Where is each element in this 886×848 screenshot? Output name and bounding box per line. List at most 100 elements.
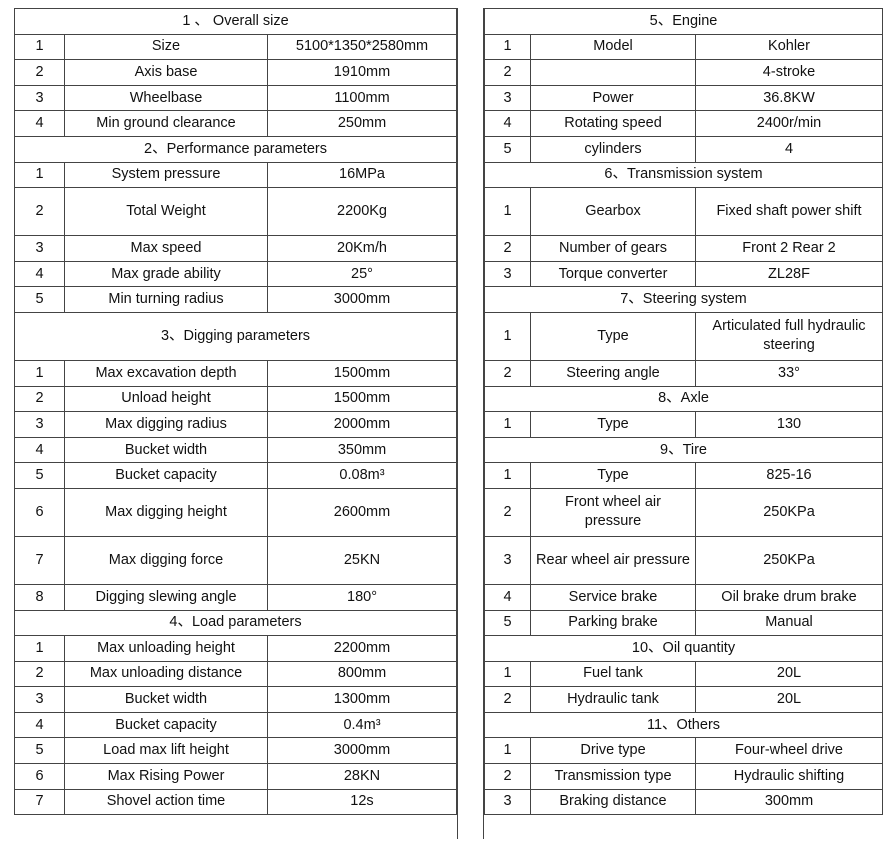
row-number: 1 (14, 161, 65, 189)
parameter-name: Wheelbase (64, 84, 268, 112)
parameter-value: 2200mm (267, 635, 457, 662)
parameter-name: Rear wheel air pressure (530, 535, 696, 585)
row-number: 2 (484, 487, 531, 537)
section-header: 7、Steering system (484, 286, 883, 313)
parameter-value: Manual (695, 609, 883, 637)
parameter-value: 12s (267, 788, 457, 816)
parameter-name: Drive type (530, 737, 696, 765)
table-row: 3 Rear wheel air pressure 250KPa (484, 535, 883, 585)
parameter-value: 825-16 (695, 462, 883, 489)
row-number: 1 (484, 462, 531, 489)
row-number: 1 (14, 359, 65, 387)
parameter-value: Front 2 Rear 2 (695, 235, 883, 262)
row-number: 3 (14, 235, 65, 262)
row-number: 1 (484, 737, 531, 765)
parameter-name: Min ground clearance (64, 110, 268, 137)
parameter-value: 2400r/min (695, 110, 883, 137)
parameter-name: Max unloading distance (64, 660, 268, 688)
table-row: 3 Max speed 20Km/h (14, 235, 457, 262)
table-row: 5 Min turning radius 3000mm (14, 286, 457, 313)
parameter-name: Digging slewing angle (64, 583, 268, 611)
parameter-value: 4 (695, 135, 883, 163)
table-row: 1 Model Kohler (484, 33, 883, 61)
parameter-name: Unload height (64, 385, 268, 413)
row-number: 6 (14, 763, 65, 790)
table-row: 6 Max digging height 2600mm (14, 487, 457, 537)
parameter-value: Oil brake drum brake (695, 583, 883, 611)
parameter-name: Braking distance (530, 788, 696, 816)
row-number: 5 (484, 609, 531, 637)
table-row: 6 Max Rising Power 28KN (14, 763, 457, 790)
table-row: 2 Transmission type Hydraulic shifting (484, 763, 883, 790)
table-row: 2 Number of gears Front 2 Rear 2 (484, 235, 883, 262)
table-row: 4 Service brake Oil brake drum brake (484, 583, 883, 611)
parameter-name: Max Rising Power (64, 763, 268, 790)
row-number: 6 (14, 487, 65, 537)
parameter-name: Parking brake (530, 609, 696, 637)
row-number: 5 (14, 737, 65, 765)
parameter-name: Type (530, 311, 696, 361)
row-number: 1 (14, 33, 65, 61)
parameter-name: Max grade ability (64, 260, 268, 288)
row-number: 4 (14, 260, 65, 288)
parameter-name: Service brake (530, 583, 696, 611)
parameter-name: Axis base (64, 59, 268, 86)
spec-table-left: 1 、 Overall size 1 Size 5100*1350*2580mm 2 Ax… (14, 8, 457, 816)
parameter-value: Hydraulic shifting (695, 763, 883, 790)
row-number: 3 (484, 535, 531, 585)
row-number: 4 (14, 436, 65, 464)
table-row: 1 Gearbox Fixed shaft power shift (484, 187, 883, 237)
parameter-value: 800mm (267, 660, 457, 688)
table-row: 2 Unload height 1500mm (14, 385, 457, 413)
table-row: 2 4-stroke (484, 59, 883, 86)
row-number: 3 (14, 686, 65, 713)
parameter-value: 180° (267, 583, 457, 611)
row-number: 2 (14, 385, 65, 413)
row-number: 2 (14, 187, 65, 237)
parameter-value: 250KPa (695, 487, 883, 537)
row-number: 5 (484, 135, 531, 163)
parameter-value: 5100*1350*2580mm (267, 33, 457, 61)
parameter-name: Size (64, 33, 268, 61)
row-number: 2 (484, 235, 531, 262)
row-number: 2 (484, 763, 531, 790)
parameter-value: Kohler (695, 33, 883, 61)
row-number: 2 (14, 660, 65, 688)
parameter-name: Torque converter (530, 260, 696, 288)
parameter-value: 1300mm (267, 686, 457, 713)
table-row: 7 Shovel action time 12s (14, 788, 457, 816)
parameter-name: Power (530, 84, 696, 112)
table-row: 2 Axis base 1910mm (14, 59, 457, 86)
parameter-name: Load max lift height (64, 737, 268, 765)
row-number: 1 (484, 187, 531, 237)
section-header: 6、Transmission system (484, 161, 883, 189)
table-row: 8 Digging slewing angle 180° (14, 583, 457, 611)
row-number: 5 (14, 286, 65, 313)
row-number: 3 (484, 84, 531, 112)
parameter-value: 300mm (695, 788, 883, 816)
table-row: 1 Type 130 (484, 411, 883, 438)
row-number: 2 (484, 686, 531, 713)
parameter-value: 2200Kg (267, 187, 457, 237)
parameter-value: 250mm (267, 110, 457, 137)
table-row: 2 Max unloading distance 800mm (14, 660, 457, 688)
table-row: 2 Steering angle 33° (484, 359, 883, 387)
table-row: 1 Max unloading height 2200mm (14, 635, 457, 662)
table-row: 1 Type Articulated full hydraulic steering (484, 311, 883, 361)
table-row: 2 Hydraulic tank 20L (484, 686, 883, 713)
parameter-value: 20L (695, 660, 883, 688)
table-row: 3 Max digging radius 2000mm (14, 411, 457, 438)
parameter-name: Max excavation depth (64, 359, 268, 387)
parameter-name: Max digging radius (64, 411, 268, 438)
parameter-value: 33° (695, 359, 883, 387)
parameter-name: Fuel tank (530, 660, 696, 688)
table-row: 5 Parking brake Manual (484, 609, 883, 637)
parameter-name (530, 59, 696, 86)
table-row: 1 Drive type Four-wheel drive (484, 737, 883, 765)
row-number: 3 (14, 411, 65, 438)
parameter-name: Transmission type (530, 763, 696, 790)
parameter-name: Bucket capacity (64, 462, 268, 489)
section-header: 2、Performance parameters (14, 135, 457, 163)
table-row: 1 Max excavation depth 1500mm (14, 359, 457, 387)
section-title: 10、Oil quantity (484, 635, 883, 662)
